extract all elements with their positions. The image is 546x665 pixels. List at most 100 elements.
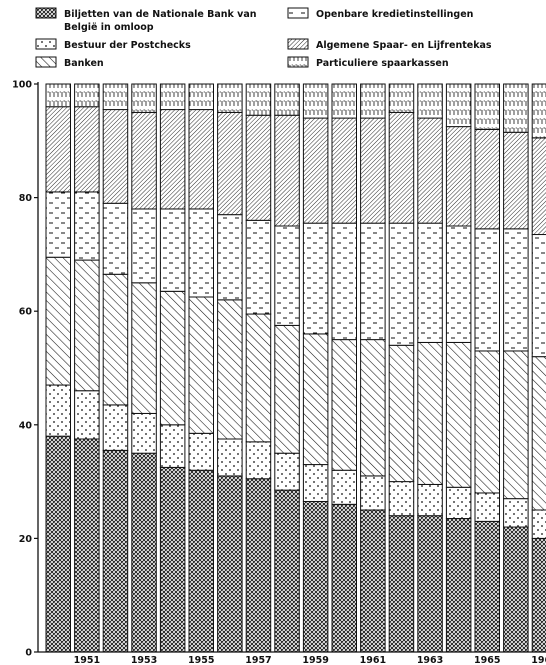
bar-segment-1957-algemene-spaar-en-lijfre — [245, 114, 272, 221]
bar-segment-1950-openbare-kredietinstelli — [45, 191, 71, 258]
bar-segment-1967-particuliere-spaarkassen — [531, 83, 546, 139]
bar-segment-1953-openbare-kredietinstelli — [131, 208, 157, 284]
legend-swatch — [35, 38, 57, 50]
bar-segment-1955-openbare-kredietinstelli — [188, 208, 214, 298]
bar-segment-1953-banken — [131, 282, 157, 414]
bar-segment-1960-openbare-kredietinstelli — [331, 222, 357, 341]
bar-segment-1954-particuliere-spaarkassen — [159, 83, 186, 111]
bar-segment-1961-particuliere-spaarkassen — [360, 83, 386, 119]
bar-segment-1966-banken — [503, 350, 529, 500]
bar-segment-1951-banken — [74, 259, 100, 392]
bar-segment-1954-biljetten-van-de-nationa — [159, 466, 186, 653]
bar-segment-1961-openbare-kredietinstelli — [360, 222, 386, 341]
x-tick-label: 1953 — [131, 655, 157, 665]
bar-segment-1958-biljetten-van-de-nationa — [274, 489, 300, 653]
y-tick-label: 0 — [25, 648, 32, 659]
bar-segment-1957-biljetten-van-de-nationa — [245, 478, 272, 653]
bar-segment-1956-algemene-spaar-en-lijfre — [217, 111, 243, 216]
legend-swatch — [287, 56, 309, 68]
legend-item-bestuur-der-postchecks: Bestuur der Postchecks — [35, 38, 191, 51]
y-tick-label: 80 — [19, 193, 33, 204]
x-tick-label: 1955 — [188, 655, 214, 665]
bar-segment-1958-bestuur-der-postchecks — [274, 452, 300, 491]
bar-segment-1952-banken — [102, 273, 129, 406]
bar-segment-1966-openbare-kredietinstelli — [503, 228, 529, 352]
bar-segment-1951-openbare-kredietinstelli — [74, 191, 100, 261]
y-tick-label: 20 — [19, 534, 33, 545]
legend-swatch — [287, 38, 309, 50]
bar-segment-1955-algemene-spaar-en-lijfre — [188, 109, 214, 210]
bar-segment-1963-bestuur-der-postchecks — [417, 483, 443, 517]
bar-segment-1950-particuliere-spaarkassen — [45, 83, 71, 108]
bar-segment-1960-particuliere-spaarkassen — [331, 83, 357, 119]
bar-segment-1964-algemene-spaar-en-lijfre — [445, 126, 472, 227]
x-tick-label: 1957 — [245, 655, 271, 665]
bar-segment-1959-banken — [302, 333, 329, 466]
bar-segment-1962-bestuur-der-postchecks — [388, 481, 415, 517]
bar-segment-1966-biljetten-van-de-nationa — [503, 526, 529, 653]
bar-segment-1956-banken — [217, 299, 243, 440]
bar-segment-1951-particuliere-spaarkassen — [74, 83, 100, 108]
bar-segment-1955-particuliere-spaarkassen — [188, 83, 214, 111]
y-tick-label: 100 — [12, 80, 32, 91]
bar-segment-1965-biljetten-van-de-nationa — [474, 520, 500, 653]
bar-segment-1956-bestuur-der-postchecks — [217, 438, 243, 477]
bar-segment-1955-biljetten-van-de-nationa — [188, 469, 214, 653]
bar-segment-1952-particuliere-spaarkassen — [102, 83, 129, 111]
bar-segment-1966-particuliere-spaarkassen — [503, 83, 529, 133]
bar-segment-1953-algemene-spaar-en-lijfre — [131, 111, 157, 210]
bar-segment-1953-biljetten-van-de-nationa — [131, 452, 157, 653]
bar-segment-1956-openbare-kredietinstelli — [217, 214, 243, 301]
y-tick-label: 60 — [19, 307, 33, 318]
bar-segment-1954-openbare-kredietinstelli — [159, 208, 186, 292]
bar-segment-1963-algemene-spaar-en-lijfre — [417, 117, 443, 224]
bar-segment-1963-banken — [417, 341, 443, 485]
bar-segment-1952-algemene-spaar-en-lijfre — [102, 109, 129, 204]
bar-segment-1962-particuliere-spaarkassen — [388, 83, 415, 113]
bar-segment-1961-bestuur-der-postchecks — [360, 475, 386, 511]
bar-segment-1957-banken — [245, 313, 272, 443]
bar-segment-1961-biljetten-van-de-nationa — [360, 509, 386, 653]
legend-label: Banken — [64, 58, 104, 69]
bar-segment-1964-particuliere-spaarkassen — [445, 83, 472, 128]
bar-segment-1957-openbare-kredietinstelli — [245, 219, 272, 315]
bar-segment-1953-bestuur-der-postchecks — [131, 412, 157, 454]
bar-segment-1967-algemene-spaar-en-lijfre — [531, 137, 546, 236]
bar-segment-1950-bestuur-der-postchecks — [45, 384, 71, 437]
bar-segment-1950-biljetten-van-de-nationa — [45, 435, 71, 653]
chart-legend: Biljetten van de Nationale Bank van Belgi… — [35, 7, 492, 69]
bar-segment-1961-algemene-spaar-en-lijfre — [360, 117, 386, 224]
bar-segment-1959-openbare-kredietinstelli — [302, 222, 329, 335]
bar-segment-1966-algemene-spaar-en-lijfre — [503, 131, 529, 230]
x-tick-label: 1967 — [531, 655, 546, 665]
bar-segment-1962-banken — [388, 344, 415, 483]
x-tick-label: 1959 — [302, 655, 328, 665]
bar-segment-1967-bestuur-der-postchecks — [531, 509, 546, 539]
bar-segment-1964-biljetten-van-de-nationa — [445, 518, 472, 653]
bar-segment-1960-algemene-spaar-en-lijfre — [331, 117, 357, 224]
bar-segment-1959-algemene-spaar-en-lijfre — [302, 117, 329, 224]
y-tick-label: 40 — [19, 420, 33, 431]
bar-segment-1965-openbare-kredietinstelli — [474, 228, 500, 352]
bar-segment-1967-openbare-kredietinstelli — [531, 234, 546, 358]
legend-label: Particuliere spaarkassen — [316, 58, 449, 69]
bar-segment-1951-biljetten-van-de-nationa — [74, 438, 100, 653]
bar-segment-1963-biljetten-van-de-nationa — [417, 515, 443, 653]
bar-segment-1967-banken — [531, 356, 546, 511]
bar-segment-1965-banken — [474, 350, 500, 494]
legend-label: Bestuur der Postchecks — [64, 40, 191, 51]
bar-segment-1953-particuliere-spaarkassen — [131, 83, 157, 113]
bar-segment-1964-openbare-kredietinstelli — [445, 225, 472, 343]
bar-segment-1962-algemene-spaar-en-lijfre — [388, 111, 415, 224]
bar-segment-1958-banken — [274, 324, 300, 454]
bar-segment-1957-particuliere-spaarkassen — [245, 83, 272, 116]
x-tick-label: 1951 — [74, 655, 100, 665]
bar-segment-1959-bestuur-der-postchecks — [302, 464, 329, 502]
bar-segment-1952-biljetten-van-de-nationa — [102, 449, 129, 653]
bar-segment-1966-bestuur-der-postchecks — [503, 498, 529, 528]
bar-segment-1950-banken — [45, 256, 71, 386]
legend-swatch — [35, 7, 57, 19]
bar-segment-1965-bestuur-der-postchecks — [474, 492, 500, 522]
bar-segment-1962-biljetten-van-de-nationa — [388, 515, 415, 653]
legend-label: Biljetten van de Nationale Bank van — [64, 9, 257, 20]
